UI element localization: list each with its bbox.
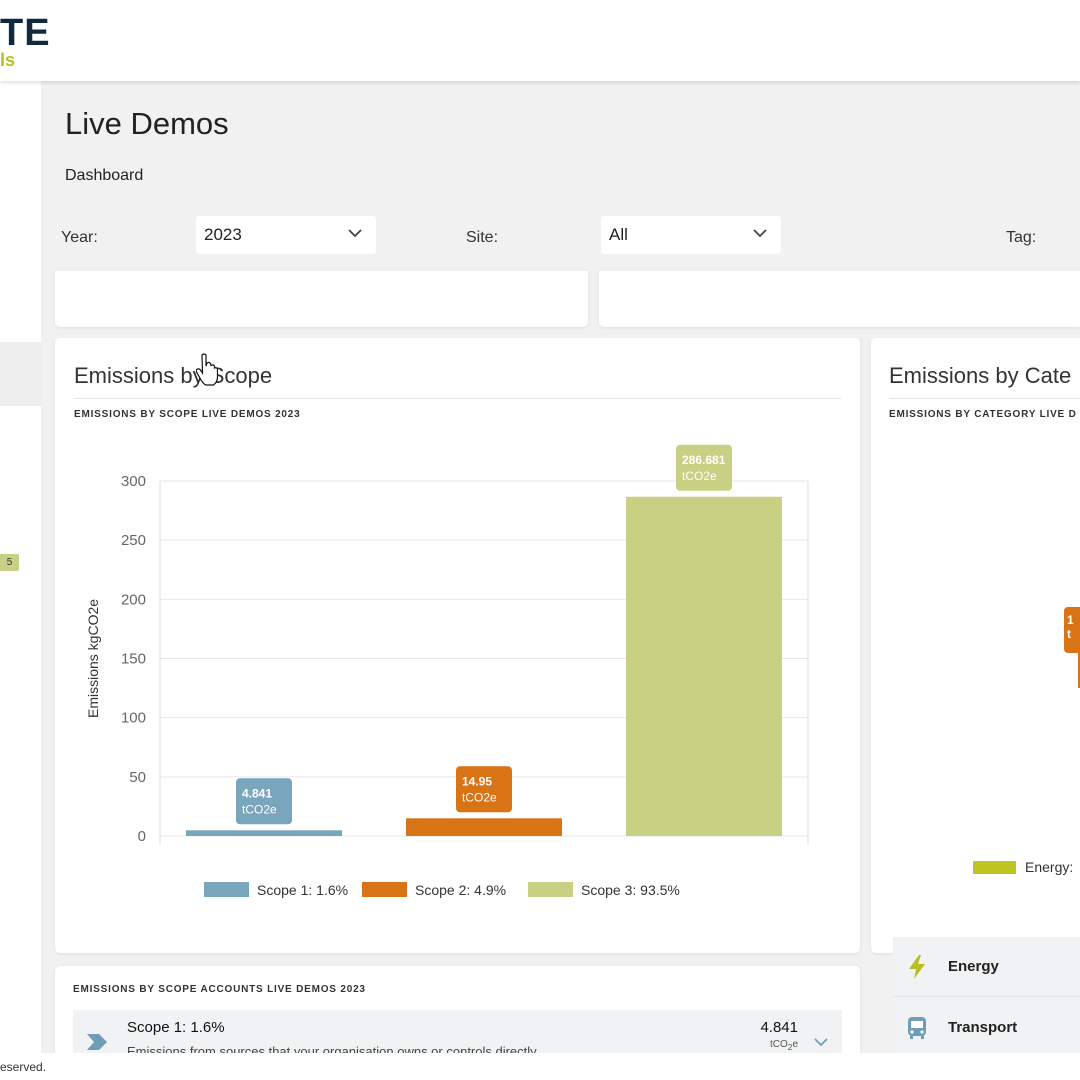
category-row-label: Transport [948, 1019, 1018, 1036]
category-data-label-value: 1 [1067, 613, 1074, 627]
hand-cursor-icon [196, 353, 218, 386]
year-select[interactable]: 2023 [196, 216, 376, 254]
sidebar-badge: 5 [0, 554, 19, 571]
summary-card-right [599, 271, 1080, 327]
tag-label: Tag: [1006, 229, 1037, 246]
sidebar-item-active[interactable] [0, 342, 41, 406]
category-card-title: Emissions by Cate [889, 363, 1072, 388]
account-name: Scope 1: 1.6% [127, 1019, 225, 1036]
legend-swatch [528, 882, 573, 897]
data-label-value: 286.681 [682, 453, 726, 467]
category-card-subtitle: EMISSIONS BY CATEGORY LIVE D [889, 409, 1077, 420]
category-row-energy[interactable]: Energy [893, 937, 1080, 997]
site-select-value: All [609, 225, 628, 244]
y-tick-label: 200 [121, 591, 146, 608]
pie-slice-edge [1078, 653, 1080, 688]
y-tick-label: 50 [129, 769, 146, 786]
account-unit: tCO2e [770, 1039, 798, 1052]
bar-scope-3 [626, 496, 782, 836]
data-label-box [236, 778, 292, 825]
y-tick-label: 150 [121, 651, 146, 668]
accounts-card-subtitle: EMISSIONS BY SCOPE ACCOUNTS LIVE DEMOS 2… [73, 984, 366, 995]
data-label-unit: tCO2e [242, 802, 277, 816]
legend-label: Scope 2: 4.9% [415, 882, 506, 898]
chevron-down-icon [348, 229, 362, 238]
account-value: 4.841 [760, 1019, 798, 1036]
data-label-value: 4.841 [242, 786, 272, 800]
footer: eserved. [0, 1053, 1080, 1080]
y-tick-label: 0 [138, 828, 146, 845]
y-tick-label: 250 [121, 532, 146, 549]
logo[interactable]: TE [0, 12, 51, 54]
scope-bar-chart: 0 50 100 150 200 250 300 Emissions kgCO2e 4.841 t… [85, 444, 809, 898]
legend-swatch-energy [973, 861, 1016, 874]
data-label-unit: tCO2e [462, 790, 497, 804]
unit-prefix: tCO [770, 1039, 788, 1050]
data-label-value: 14.95 [462, 774, 492, 788]
scope-card-title: Emissions by Scope [74, 363, 273, 388]
chevron-down-icon [753, 229, 767, 238]
logo-subtitle: ls [0, 50, 16, 70]
y-tick-label: 100 [121, 710, 146, 727]
y-axis-label: Emissions kgCO2e [85, 599, 101, 718]
bus-icon [908, 1017, 926, 1039]
category-data-label: 1 t [1064, 607, 1080, 653]
year-select-value: 2023 [204, 225, 242, 244]
page-title: Live Demos [65, 106, 229, 141]
chevron-down-icon[interactable] [814, 1037, 828, 1047]
unit-suffix: e [792, 1039, 798, 1050]
lightning-icon [909, 955, 925, 979]
legend-swatch [204, 882, 249, 897]
emissions-by-category-card: Emissions by Cate EMISSIONS BY CATEGORY … [871, 338, 1080, 953]
chevron-marker-icon [87, 1034, 107, 1050]
bar-scope-2 [406, 818, 562, 836]
site-select[interactable]: All [601, 216, 781, 254]
site-label: Site: [466, 229, 499, 246]
bar-scope-1 [186, 830, 342, 836]
legend-label-energy: Energy: [1025, 859, 1074, 875]
legend-label: Scope 3: 93.5% [581, 882, 680, 898]
breadcrumb[interactable]: Dashboard [65, 167, 144, 184]
legend-label: Scope 1: 1.6% [257, 882, 348, 898]
category-data-label-unit: t [1067, 627, 1071, 641]
summary-card-left [55, 271, 588, 327]
category-row-label: Energy [948, 958, 999, 975]
data-label-box [456, 766, 512, 813]
scope-card-subtitle: EMISSIONS BY SCOPE LIVE DEMOS 2023 [74, 409, 301, 420]
unit-subscript: 2 [787, 1042, 793, 1052]
data-label-box [676, 444, 732, 491]
card-divider [74, 398, 841, 399]
category-row-transport[interactable]: Transport [893, 998, 1080, 1058]
year-label: Year: [61, 229, 98, 246]
data-label-unit: tCO2e [682, 469, 717, 483]
account-row-scope-1[interactable]: Scope 1: 1.6% Emissions from sources tha… [73, 1010, 842, 1060]
footer-text: eserved. [0, 1060, 47, 1074]
legend-swatch [362, 882, 407, 897]
top-bar: TE ls [0, 0, 1080, 81]
y-tick-label: 300 [121, 473, 146, 490]
card-divider [889, 398, 1080, 399]
